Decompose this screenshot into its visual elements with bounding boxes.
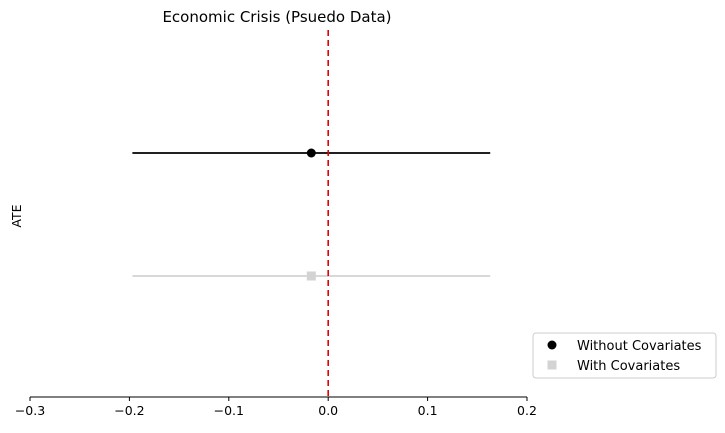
legend-label: Without Covariates [577, 339, 702, 354]
point-estimate-marker [306, 148, 316, 158]
legend: Without Covariates With Covariates [532, 332, 717, 379]
x-tick-label: 0.0 [318, 403, 338, 418]
point-estimate-marker [306, 271, 316, 281]
x-tick-label: 0.1 [418, 403, 438, 418]
legend-box [532, 332, 717, 379]
x-tick-label: −0.2 [114, 403, 144, 418]
series-group [132, 148, 491, 281]
x-tick-label: −0.3 [15, 403, 45, 418]
x-axis-ticks: −0.3 −0.2 −0.1 0.0 0.1 0.2 [15, 397, 537, 418]
chart-title: Economic Crisis (Psuedo Data) [162, 8, 391, 26]
legend-label: With Covariates [577, 359, 680, 374]
x-tick-label: 0.2 [517, 403, 537, 418]
y-axis-label: ATE [9, 204, 24, 227]
legend-marker [547, 360, 557, 370]
x-tick-label: −0.1 [214, 403, 244, 418]
legend-marker [547, 340, 557, 350]
